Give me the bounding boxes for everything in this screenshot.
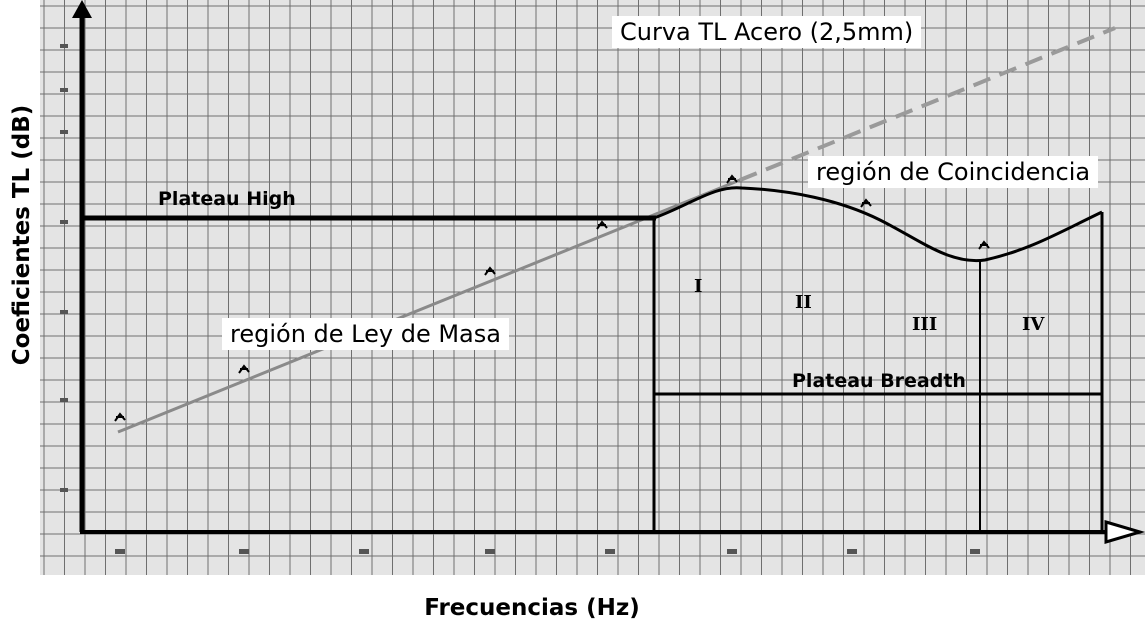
y-tick-mark: [60, 398, 68, 402]
measured-points: [114, 174, 990, 422]
y-tick-mark: [60, 44, 68, 48]
y-tick-mark: [60, 310, 68, 314]
chart-title: Curva TL Acero (2,5mm): [612, 16, 922, 48]
region-label-3: III: [912, 314, 938, 335]
x-tick-mark: [115, 549, 125, 554]
x-axis-arrow: [1104, 519, 1145, 545]
data-point-mark: [860, 198, 872, 208]
graph-paper: [40, 0, 1145, 575]
y-tick-mark: [60, 88, 68, 92]
x-tick-mark: [239, 549, 249, 554]
coincidence-region-label: región de Coincidencia: [808, 156, 1099, 188]
axis-ticks: [60, 44, 980, 554]
x-tick-mark: [359, 549, 369, 554]
mass-law-region-label: región de Ley de Masa: [222, 318, 509, 350]
y-axis-arrow: [72, 0, 92, 18]
x-tick-mark: [605, 549, 615, 554]
region-label-2: II: [795, 292, 812, 313]
y-tick-mark: [60, 130, 68, 134]
data-point-mark: [114, 412, 126, 422]
grid-lines: [40, 0, 1145, 575]
y-tick-mark: [60, 220, 68, 224]
tl-curve: [653, 186, 1103, 263]
data-point-mark: [238, 364, 250, 374]
x-tick-mark: [970, 549, 980, 554]
x-tick-mark: [727, 549, 737, 554]
x-axis-label: Frecuencias (Hz): [424, 595, 640, 621]
plateau-breadth-label: Plateau Breadth: [792, 370, 966, 392]
x-tick-mark: [485, 549, 495, 554]
plateau-high-label: Plateau High: [158, 188, 296, 210]
data-point-mark: [726, 174, 738, 184]
data-point-mark: [596, 220, 608, 230]
region-label-1: I: [694, 276, 703, 297]
mass-law-extension: [739, 26, 1116, 182]
mass-law-line: [117, 178, 741, 434]
region-label-4: IV: [1022, 314, 1045, 335]
data-point-mark: [978, 240, 990, 250]
data-point-mark: [484, 266, 496, 276]
y-tick-mark: [60, 488, 68, 492]
x-tick-mark: [847, 549, 857, 554]
y-axis-label: Coeficientes TL (dB): [9, 104, 35, 366]
